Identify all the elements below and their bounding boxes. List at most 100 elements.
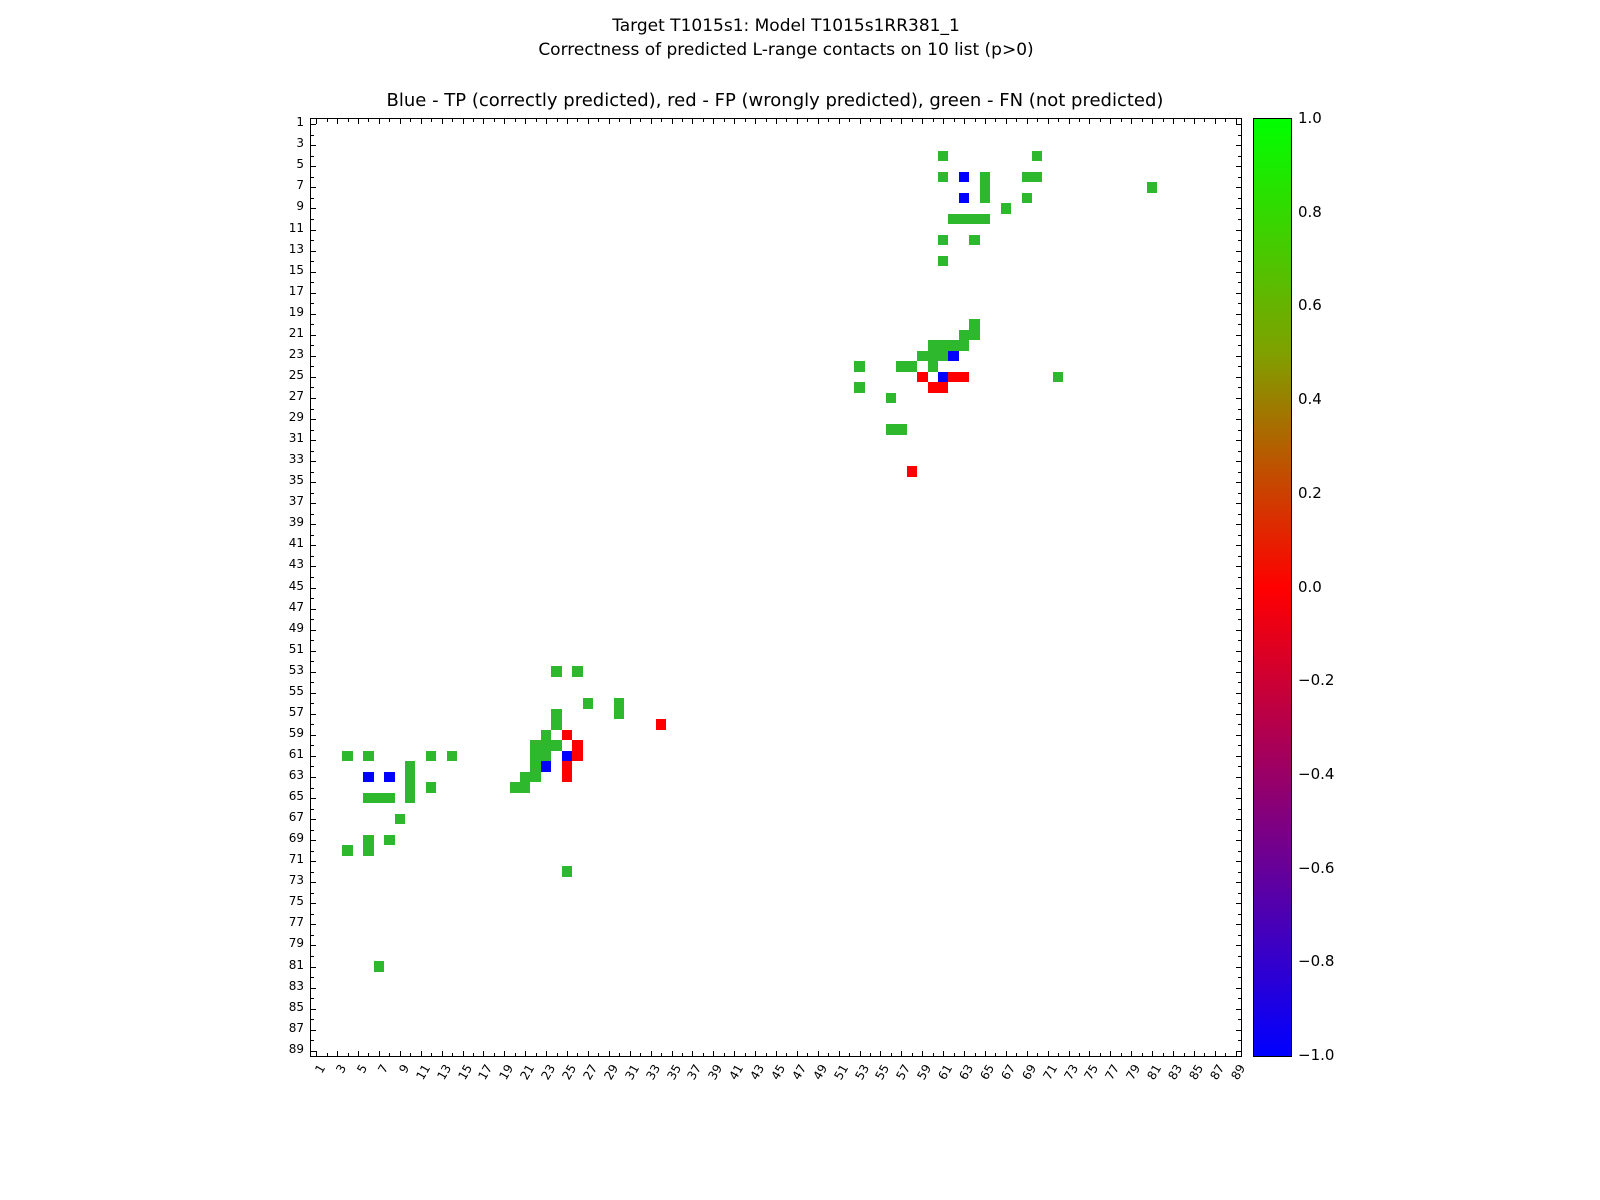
contact-cell-fn (363, 834, 374, 846)
x-tick-mark (472, 1053, 474, 1056)
contact-cell-fn (373, 792, 385, 804)
x-tick-mark (880, 119, 882, 124)
y-tick-label: 83 (288, 978, 304, 993)
y-tick-mark (311, 840, 316, 842)
x-tick-mark (1016, 119, 1018, 122)
x-tick-mark (326, 119, 328, 122)
x-tick-mark (598, 1053, 600, 1056)
x-tick-mark (1131, 1051, 1133, 1056)
x-tick-mark (358, 119, 360, 124)
y-tick-mark (1236, 819, 1241, 821)
x-tick-mark (598, 119, 600, 122)
x-tick-mark (347, 119, 349, 122)
y-tick-label: 39 (288, 515, 304, 530)
y-tick-mark (1236, 292, 1241, 294)
y-tick-mark (311, 955, 314, 957)
contact-cell-fn (363, 750, 374, 762)
x-tick-mark (849, 119, 851, 122)
x-tick-mark (1099, 119, 1101, 122)
contact-cell-fn (519, 782, 531, 793)
contact-cell-tp (958, 192, 970, 204)
x-tick-mark (1037, 1053, 1039, 1056)
contact-cell-fn (948, 213, 959, 225)
y-tick-mark (1236, 208, 1241, 210)
y-tick-label: 33 (288, 452, 304, 467)
y-tick-mark (311, 376, 316, 378)
y-tick-mark (1236, 966, 1241, 968)
y-tick-mark (1238, 913, 1241, 915)
contact-cell-fn (979, 171, 991, 183)
contact-cell-fn (927, 340, 938, 351)
y-tick-mark (1236, 587, 1241, 589)
contact-cell-fn (1146, 182, 1158, 193)
contact-cell-fn (937, 171, 949, 183)
y-tick-label: 87 (288, 1020, 304, 1035)
y-tick-mark (311, 271, 316, 273)
y-tick-label: 79 (288, 936, 304, 951)
x-tick-mark (765, 119, 767, 122)
contact-cell-fn (969, 234, 980, 246)
x-tick-mark (776, 1051, 777, 1056)
y-tick-mark (311, 134, 314, 136)
contact-cell-fp (561, 729, 573, 741)
y-tick-mark (1238, 850, 1241, 852)
contact-cell-fp (917, 371, 928, 383)
x-tick-mark (911, 119, 913, 122)
x-tick-mark (755, 1051, 757, 1056)
y-tick-mark (1236, 566, 1241, 568)
x-tick-mark (1047, 1051, 1049, 1056)
x-tick-mark (995, 119, 997, 122)
y-tick-label: 31 (288, 431, 304, 446)
y-tick-mark (1236, 250, 1241, 252)
x-tick-mark (796, 1051, 798, 1056)
y-tick-mark (1236, 271, 1241, 273)
y-tick-mark (1238, 408, 1241, 410)
y-tick-label: 5 (296, 157, 304, 172)
y-tick-mark (1236, 1050, 1241, 1052)
y-tick-label: 67 (288, 810, 304, 825)
contact-cell-fn (885, 392, 897, 404)
y-tick-label: 7 (296, 178, 304, 193)
x-tick-mark (337, 1051, 339, 1056)
contact-cell-fn (969, 319, 980, 330)
x-tick-mark (587, 119, 589, 124)
y-tick-mark (311, 808, 314, 810)
x-tick-mark (744, 1053, 746, 1056)
y-tick-mark (311, 240, 314, 242)
y-tick-mark (1236, 376, 1241, 378)
y-tick-label: 49 (288, 620, 304, 635)
colorbar-tick-label: 0.0 (1298, 577, 1322, 596)
y-tick-mark (311, 692, 316, 694)
y-tick-label: 11 (288, 220, 304, 235)
y-tick-label: 9 (296, 199, 304, 214)
y-tick-mark (311, 977, 314, 979)
figure-title-line2: Correctness of predicted L-range contact… (538, 40, 1034, 60)
x-tick-mark (901, 1051, 903, 1056)
y-tick-label: 65 (288, 789, 304, 804)
y-tick-mark (311, 397, 316, 399)
x-tick-mark (316, 119, 318, 124)
y-tick-mark (1238, 619, 1241, 621)
contact-cell-fn (969, 213, 980, 225)
y-tick-mark (311, 355, 316, 357)
contact-cell-fp (561, 761, 573, 772)
contact-cell-fn (551, 719, 562, 730)
y-tick-label: 35 (288, 473, 304, 488)
contact-cell-fn (425, 750, 437, 762)
x-tick-mark (692, 1051, 694, 1056)
x-tick-mark (1079, 1053, 1081, 1056)
x-tick-mark (441, 1051, 443, 1056)
contact-cell-fn (405, 761, 416, 772)
x-tick-mark (546, 119, 548, 124)
y-tick-mark (311, 482, 316, 484)
x-tick-mark (1005, 1051, 1007, 1056)
x-tick-mark (483, 1051, 485, 1056)
x-tick-mark (441, 119, 443, 124)
contact-cell-fn (530, 771, 541, 783)
x-tick-mark (702, 119, 704, 122)
x-tick-mark (493, 119, 495, 122)
contact-cell-fn (405, 771, 416, 783)
x-tick-mark (1173, 119, 1175, 124)
x-tick-mark (640, 119, 642, 122)
colorbar (1253, 118, 1292, 1057)
